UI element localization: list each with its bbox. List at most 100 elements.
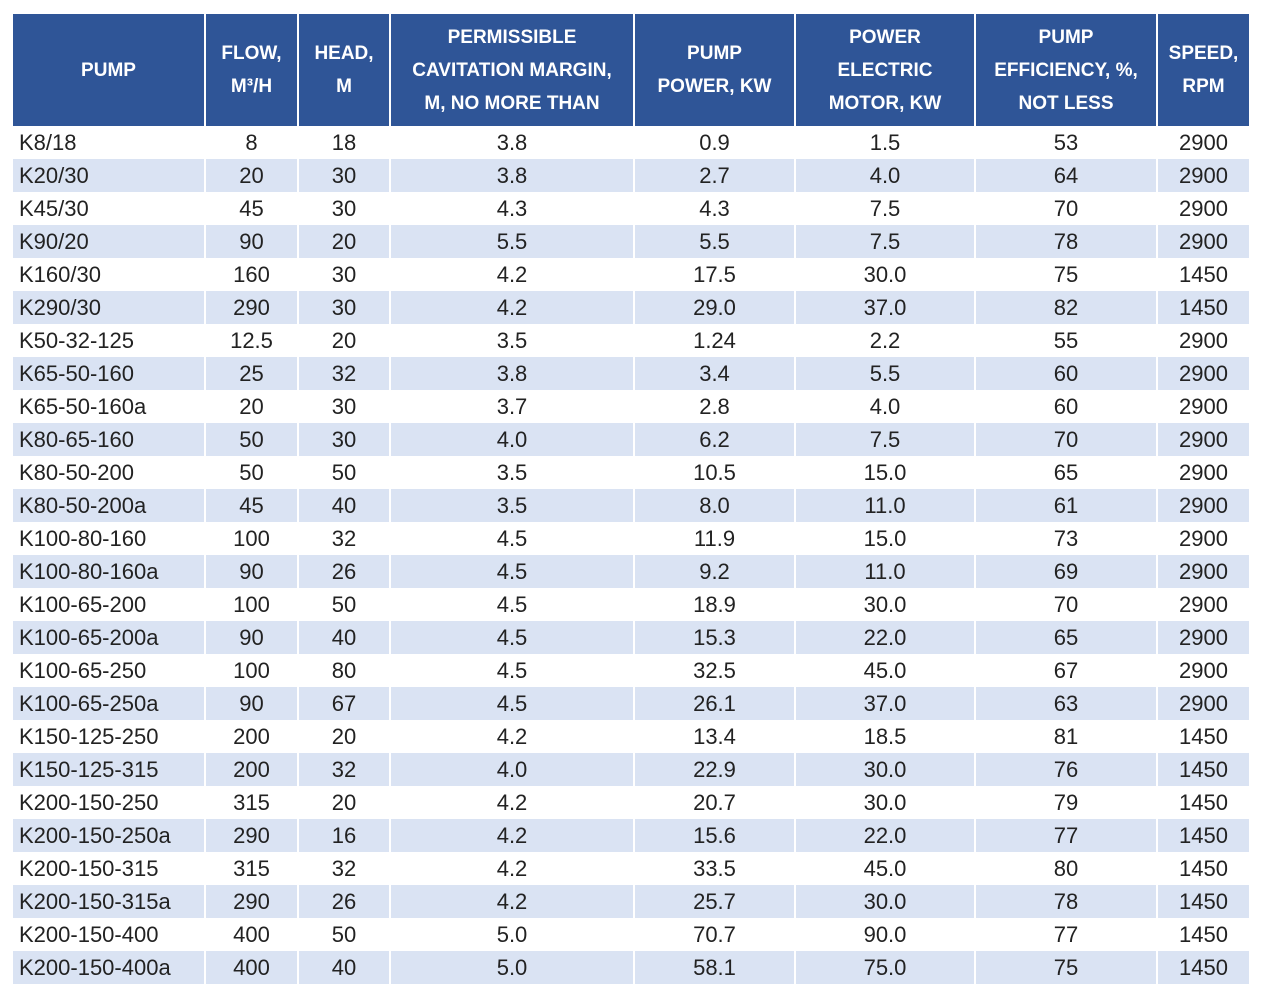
value-cell: 22.9 — [633, 753, 795, 786]
value-cell: 26.1 — [633, 687, 795, 720]
value-cell: 2900 — [1156, 555, 1249, 588]
table-row: K80-65-160 50 30 4.0 6.2 7.5 70 2900 — [13, 423, 1249, 456]
value-cell: 2900 — [1156, 159, 1249, 192]
header-row: PUMP FLOW, M³/H HEAD, M PERMISSIBLE CAVITATION… — [13, 14, 1249, 126]
value-cell: 5.5 — [389, 225, 634, 258]
value-cell: 4.2 — [389, 258, 634, 291]
value-cell: 80 — [297, 654, 390, 687]
value-cell: 30 — [297, 423, 390, 456]
value-cell: 5.5 — [794, 357, 975, 390]
header-line: POWER, KW — [657, 76, 772, 97]
value-cell: 4.2 — [389, 291, 634, 324]
value-cell: 40 — [297, 621, 390, 654]
value-cell: 32 — [297, 852, 390, 885]
value-cell: 20 — [297, 786, 390, 819]
pump-cell: K100-65-250 — [19, 657, 147, 683]
pump-table: PUMP FLOW, M³/H HEAD, M PERMISSIBLE CAVITATION… — [13, 14, 1249, 984]
pump-cell: K80-65-160 — [13, 423, 205, 456]
value-cell: 1450 — [1156, 819, 1249, 852]
value-cell: 37.0 — [794, 687, 975, 720]
value-cell: 37.0 — [794, 291, 975, 324]
header-line: PUMP — [81, 59, 136, 81]
value-cell: 30 — [297, 390, 390, 423]
value-cell: 4.0 — [794, 390, 975, 423]
header-line: ELECTRIC — [837, 59, 933, 81]
pump-cell: K100-65-250a — [13, 687, 205, 720]
value-cell: 1450 — [1156, 753, 1249, 786]
value-cell: 4.5 — [389, 654, 634, 687]
value-cell: 77 — [974, 918, 1157, 951]
table-row: K150-125-315 200 32 4.0 22.9 30.0 76 1450 — [13, 753, 1249, 786]
value-cell: 2900 — [1156, 456, 1249, 489]
value-cell: 50 — [204, 423, 298, 456]
pump-cell: K65-50-160 — [13, 357, 205, 390]
value-cell: 1450 — [1156, 786, 1249, 819]
value-cell: 76 — [974, 753, 1157, 786]
pump-cell: K200-150-250 — [19, 789, 159, 815]
value-cell: 2.8 — [633, 390, 795, 423]
value-cell: 40 — [297, 951, 390, 984]
value-cell: 16 — [297, 819, 390, 852]
pump-cell: K100-80-160a — [13, 555, 205, 588]
table-row: K65-50-160a 20 30 3.7 2.8 4.0 60 2900 — [13, 390, 1249, 423]
value-cell: 10.5 — [633, 456, 795, 489]
value-cell: 0.9 — [633, 126, 795, 159]
value-cell: 12.5 — [204, 324, 298, 357]
value-cell: 50 — [297, 918, 390, 951]
pump-cell: K100-65-200 — [19, 591, 147, 617]
value-cell: 18.5 — [794, 720, 975, 753]
value-cell: 26 — [297, 885, 390, 918]
value-cell: 400 — [204, 918, 298, 951]
value-cell: 90 — [204, 687, 298, 720]
value-cell: 4.5 — [389, 555, 634, 588]
value-cell: 32 — [297, 753, 390, 786]
value-cell: 2900 — [1156, 324, 1249, 357]
value-cell: 2900 — [1156, 654, 1249, 687]
header-cell: PUMP POWER, KW — [633, 14, 795, 126]
value-cell: 4.0 — [389, 423, 634, 456]
value-cell: 50 — [297, 588, 390, 621]
pump-cell: K80-50-200 — [19, 459, 134, 485]
value-cell: 25 — [204, 357, 298, 390]
value-cell: 160 — [204, 258, 298, 291]
header-cell: PUMP — [13, 14, 205, 126]
value-cell: 22.0 — [794, 819, 975, 852]
value-cell: 7.5 — [794, 192, 975, 225]
value-cell: 2900 — [1156, 423, 1249, 456]
table-row: K200-150-400a 400 40 5.0 58.1 75.0 75 1450 — [13, 951, 1249, 984]
value-cell: 26 — [297, 555, 390, 588]
value-cell: 1450 — [1156, 291, 1249, 324]
value-cell: 18 — [297, 126, 390, 159]
value-cell: 77 — [974, 819, 1157, 852]
value-cell: 1450 — [1156, 852, 1249, 885]
value-cell: 63 — [974, 687, 1157, 720]
value-cell: 20 — [204, 390, 298, 423]
pump-cell: K160/30 — [19, 261, 101, 287]
value-cell: 5.5 — [633, 225, 795, 258]
value-cell: 90 — [204, 225, 298, 258]
table-row: K160/30 160 30 4.2 17.5 30.0 75 1450 — [13, 258, 1249, 291]
table-row: K65-50-160 25 32 3.8 3.4 5.5 60 2900 — [13, 357, 1249, 390]
pump-cell: K100-65-200a — [13, 621, 205, 654]
pump-cell: K100-80-160 — [19, 525, 147, 551]
value-cell: 30.0 — [794, 258, 975, 291]
table-row: K290/30 290 30 4.2 29.0 37.0 82 1450 — [13, 291, 1249, 324]
value-cell: 90 — [204, 555, 298, 588]
value-cell: 2900 — [1156, 390, 1249, 423]
header-cell: PUMP EFFICIENCY, %, NOT LESS — [974, 14, 1157, 126]
header-line: POWER — [849, 26, 921, 48]
table-row: K100-65-200a 90 40 4.5 15.3 22.0 65 2900 — [13, 621, 1249, 654]
table-row: K20/30 20 30 3.8 2.7 4.0 64 2900 — [13, 159, 1249, 192]
value-cell: 2900 — [1156, 126, 1249, 159]
value-cell: 2900 — [1156, 687, 1249, 720]
value-cell: 7.5 — [794, 225, 975, 258]
header-line: FLOW, — [221, 43, 282, 64]
value-cell: 9.2 — [633, 555, 795, 588]
value-cell: 20 — [297, 720, 390, 753]
pump-cell: K8/18 — [19, 129, 77, 155]
value-cell: 4.2 — [389, 819, 634, 852]
value-cell: 79 — [974, 786, 1157, 819]
value-cell: 45.0 — [794, 654, 975, 687]
value-cell: 70 — [974, 423, 1157, 456]
value-cell: 45 — [204, 489, 298, 522]
